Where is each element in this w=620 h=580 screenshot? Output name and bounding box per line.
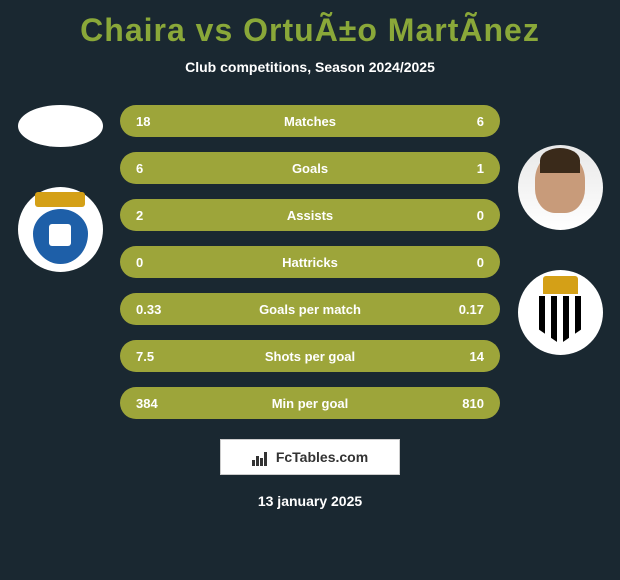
left-column	[10, 105, 110, 419]
comparison-title: Chaira vs OrtuÃ±o MartÃ­nez	[0, 0, 620, 49]
stat-value-left: 2	[136, 208, 196, 223]
stat-value-right: 1	[424, 161, 484, 176]
player-avatar-right	[518, 145, 603, 230]
stat-label: Hattricks	[196, 255, 424, 270]
stat-label: Shots per goal	[196, 349, 424, 364]
stat-value-left: 18	[136, 114, 196, 129]
chart-icon	[252, 448, 270, 466]
stat-row-assists: 2 Assists 0	[120, 199, 500, 231]
stat-label: Goals	[196, 161, 424, 176]
stat-value-right: 810	[424, 396, 484, 411]
right-column	[510, 105, 610, 419]
stat-value-right: 0	[424, 255, 484, 270]
stat-label: Goals per match	[196, 302, 424, 317]
stat-row-matches: 18 Matches 6	[120, 105, 500, 137]
stat-row-spg: 7.5 Shots per goal 14	[120, 340, 500, 372]
stat-row-mpg: 384 Min per goal 810	[120, 387, 500, 419]
club-logo-right	[518, 270, 603, 355]
club-logo-left	[18, 187, 103, 272]
stat-row-goals: 6 Goals 1	[120, 152, 500, 184]
stat-value-left: 6	[136, 161, 196, 176]
stat-value-left: 0.33	[136, 302, 196, 317]
stripe-shield-icon	[539, 296, 581, 344]
stat-row-gpm: 0.33 Goals per match 0.17	[120, 293, 500, 325]
shield-detail-icon	[49, 224, 71, 246]
stat-value-left: 0	[136, 255, 196, 270]
comparison-content: 18 Matches 6 6 Goals 1 2 Assists 0 0 Hat…	[0, 105, 620, 419]
stat-value-right: 6	[424, 114, 484, 129]
stat-value-right: 14	[424, 349, 484, 364]
stat-label: Matches	[196, 114, 424, 129]
site-name: FcTables.com	[276, 449, 368, 465]
player-face-icon	[535, 153, 585, 213]
player-avatar-left	[18, 105, 103, 147]
season-subtitle: Club competitions, Season 2024/2025	[0, 59, 620, 75]
stat-label: Assists	[196, 208, 424, 223]
stat-label: Min per goal	[196, 396, 424, 411]
stat-row-hattricks: 0 Hattricks 0	[120, 246, 500, 278]
stats-column: 18 Matches 6 6 Goals 1 2 Assists 0 0 Hat…	[110, 105, 510, 419]
stat-value-right: 0	[424, 208, 484, 223]
stat-value-left: 7.5	[136, 349, 196, 364]
stat-value-right: 0.17	[424, 302, 484, 317]
site-badge[interactable]: FcTables.com	[220, 439, 400, 475]
stat-value-left: 384	[136, 396, 196, 411]
comparison-date: 13 january 2025	[0, 493, 620, 509]
